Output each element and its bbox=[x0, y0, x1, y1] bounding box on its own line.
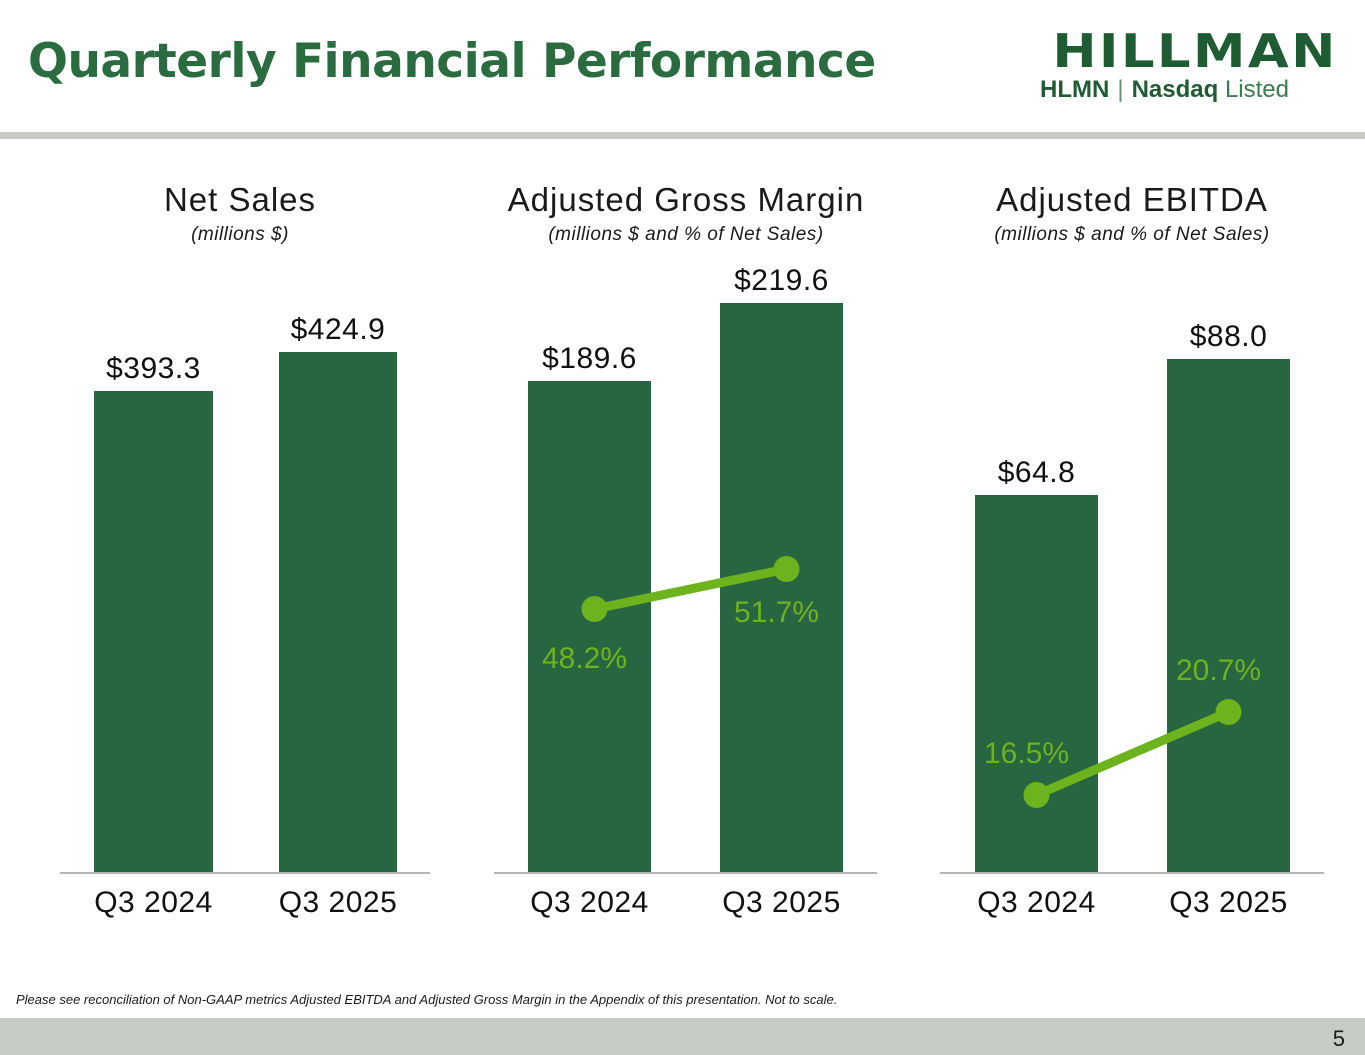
page-title: Quarterly Financial Performance bbox=[28, 34, 876, 89]
logo-tagline: HLMN | Nasdaq Listed bbox=[1040, 76, 1289, 104]
chart-subtitle: (millions $ and % of Net Sales) bbox=[994, 224, 1269, 245]
page-number: 5 bbox=[1332, 1026, 1345, 1051]
logo-separator: | bbox=[1117, 76, 1124, 103]
logo-ticker: HLMN bbox=[1040, 76, 1110, 103]
margin-line bbox=[590, 564, 791, 614]
header-divider bbox=[0, 132, 1365, 139]
bar bbox=[94, 391, 213, 872]
chart-title: Net Sales bbox=[164, 181, 316, 218]
bar-value-label: $219.6 bbox=[734, 264, 829, 297]
x-tick-label: Q3 2025 bbox=[1169, 886, 1288, 919]
bar-value-label: $424.9 bbox=[291, 313, 386, 346]
margin-point bbox=[773, 556, 800, 582]
margin-value-label: 51.7% bbox=[734, 596, 819, 629]
bar bbox=[975, 495, 1098, 872]
bar bbox=[279, 352, 397, 872]
charts-area: Net Sales (millions $) $393.3 Q3 2024 $424.9… bbox=[60, 181, 1324, 919]
bar-value-label: $64.8 bbox=[998, 456, 1076, 489]
margin-line bbox=[1032, 707, 1233, 800]
logo-exchange: Nasdaq bbox=[1131, 76, 1219, 103]
x-tick-label: Q3 2024 bbox=[530, 886, 649, 919]
chart-subtitle: (millions $) bbox=[191, 224, 289, 245]
margin-point bbox=[1215, 699, 1242, 725]
margin-value-label: 48.2% bbox=[542, 642, 627, 675]
x-tick-label: Q3 2025 bbox=[722, 886, 841, 919]
bar-value-label: $189.6 bbox=[542, 342, 637, 375]
footnote: Please see reconciliation of Non-GAAP me… bbox=[16, 992, 838, 1007]
margin-value-label: 16.5% bbox=[984, 737, 1069, 770]
bar bbox=[720, 303, 843, 872]
chart-title: Adjusted EBITDA bbox=[996, 181, 1268, 218]
margin-value-label: 20.7% bbox=[1176, 654, 1261, 687]
bar bbox=[528, 381, 651, 872]
margin-point bbox=[1023, 782, 1050, 808]
bar-value-label: $88.0 bbox=[1190, 320, 1268, 353]
margin-point bbox=[581, 596, 608, 622]
x-tick-label: Q3 2025 bbox=[279, 886, 398, 919]
chart-title: Adjusted Gross Margin bbox=[508, 181, 865, 218]
x-tick-label: Q3 2024 bbox=[977, 886, 1096, 919]
hillman-logo: HILLMAN HLMN | Nasdaq Listed bbox=[988, 26, 1348, 106]
chart-subtitle: (millions $ and % of Net Sales) bbox=[548, 224, 823, 245]
bar-value-label: $393.3 bbox=[106, 352, 201, 385]
footer-bar: 5 bbox=[0, 1018, 1365, 1055]
x-tick-label: Q3 2024 bbox=[94, 886, 213, 919]
logo-listed: Listed bbox=[1224, 76, 1289, 103]
logo-wordmark: HILLMAN bbox=[1052, 24, 1338, 78]
bar bbox=[1167, 359, 1290, 872]
